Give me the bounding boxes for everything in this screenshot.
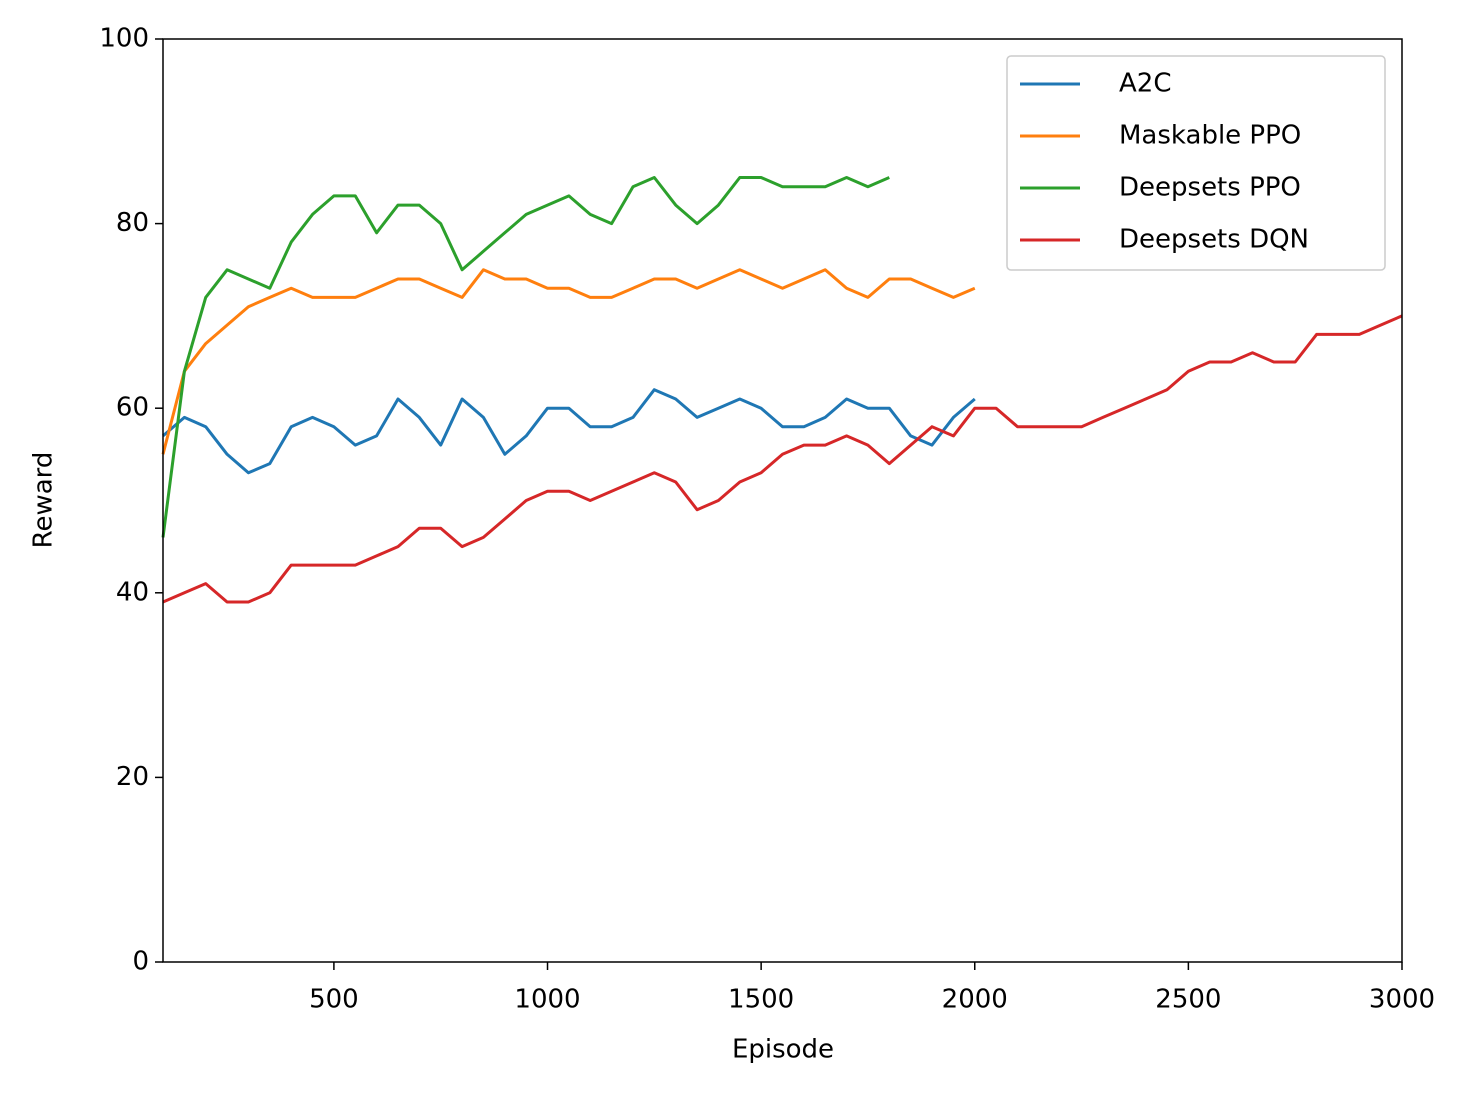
plot-frame (162, 38, 1403, 963)
series-line (161, 176, 890, 538)
series-line (162, 314, 1403, 604)
x-tick-label: 2000 (942, 985, 1008, 1015)
legend-label: A2C (1119, 69, 1171, 99)
y-tick-label: 40 (116, 577, 149, 607)
y-tick-label: 100 (99, 24, 149, 54)
legend-box (1006, 55, 1386, 271)
series-line (162, 388, 976, 475)
x-tick-label: 2500 (1155, 985, 1221, 1015)
legend-label: Deepsets DQN (1119, 225, 1309, 255)
x-tick-label: 1500 (728, 985, 794, 1015)
legend-label: Maskable PPO (1119, 121, 1301, 151)
series-line (161, 268, 976, 455)
y-axis-label: Reward (29, 452, 59, 549)
y-tick-label: 80 (116, 208, 149, 238)
y-tick-label: 20 (116, 762, 149, 792)
y-tick-label: 60 (116, 393, 149, 423)
x-tick-label: 1000 (514, 985, 580, 1015)
x-axis-label: Episode (732, 1035, 834, 1065)
y-tick-label: 0 (132, 947, 149, 977)
x-tick-label: 500 (309, 985, 359, 1015)
x-tick-label: 3000 (1369, 985, 1435, 1015)
legend-label: Deepsets PPO (1119, 173, 1301, 203)
